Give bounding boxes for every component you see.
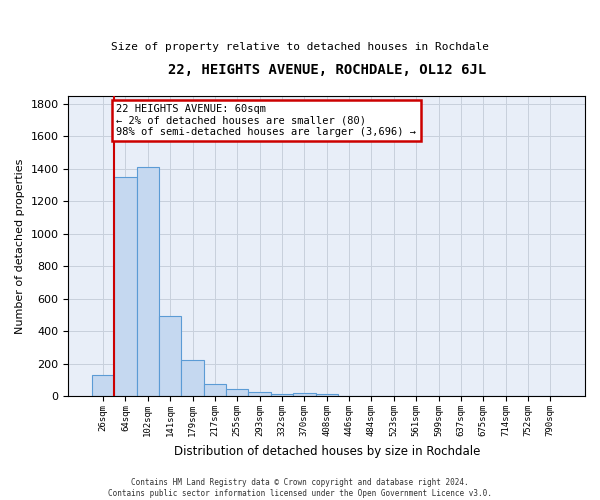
Text: Size of property relative to detached houses in Rochdale: Size of property relative to detached ho… <box>111 42 489 52</box>
X-axis label: Distribution of detached houses by size in Rochdale: Distribution of detached houses by size … <box>173 444 480 458</box>
Bar <box>271 394 293 396</box>
Text: 22 HEIGHTS AVENUE: 60sqm
← 2% of detached houses are smaller (80)
98% of semi-de: 22 HEIGHTS AVENUE: 60sqm ← 2% of detache… <box>116 104 416 137</box>
Title: 22, HEIGHTS AVENUE, ROCHDALE, OL12 6JL: 22, HEIGHTS AVENUE, ROCHDALE, OL12 6JL <box>167 62 486 76</box>
Bar <box>137 167 159 396</box>
Bar <box>159 316 181 396</box>
Text: Contains HM Land Registry data © Crown copyright and database right 2024.
Contai: Contains HM Land Registry data © Crown c… <box>108 478 492 498</box>
Bar <box>316 394 338 396</box>
Bar <box>92 375 114 396</box>
Bar <box>114 177 137 396</box>
Bar <box>226 389 248 396</box>
Bar <box>204 384 226 396</box>
Y-axis label: Number of detached properties: Number of detached properties <box>15 158 25 334</box>
Bar <box>293 393 316 396</box>
Bar <box>248 392 271 396</box>
Bar <box>181 360 204 397</box>
